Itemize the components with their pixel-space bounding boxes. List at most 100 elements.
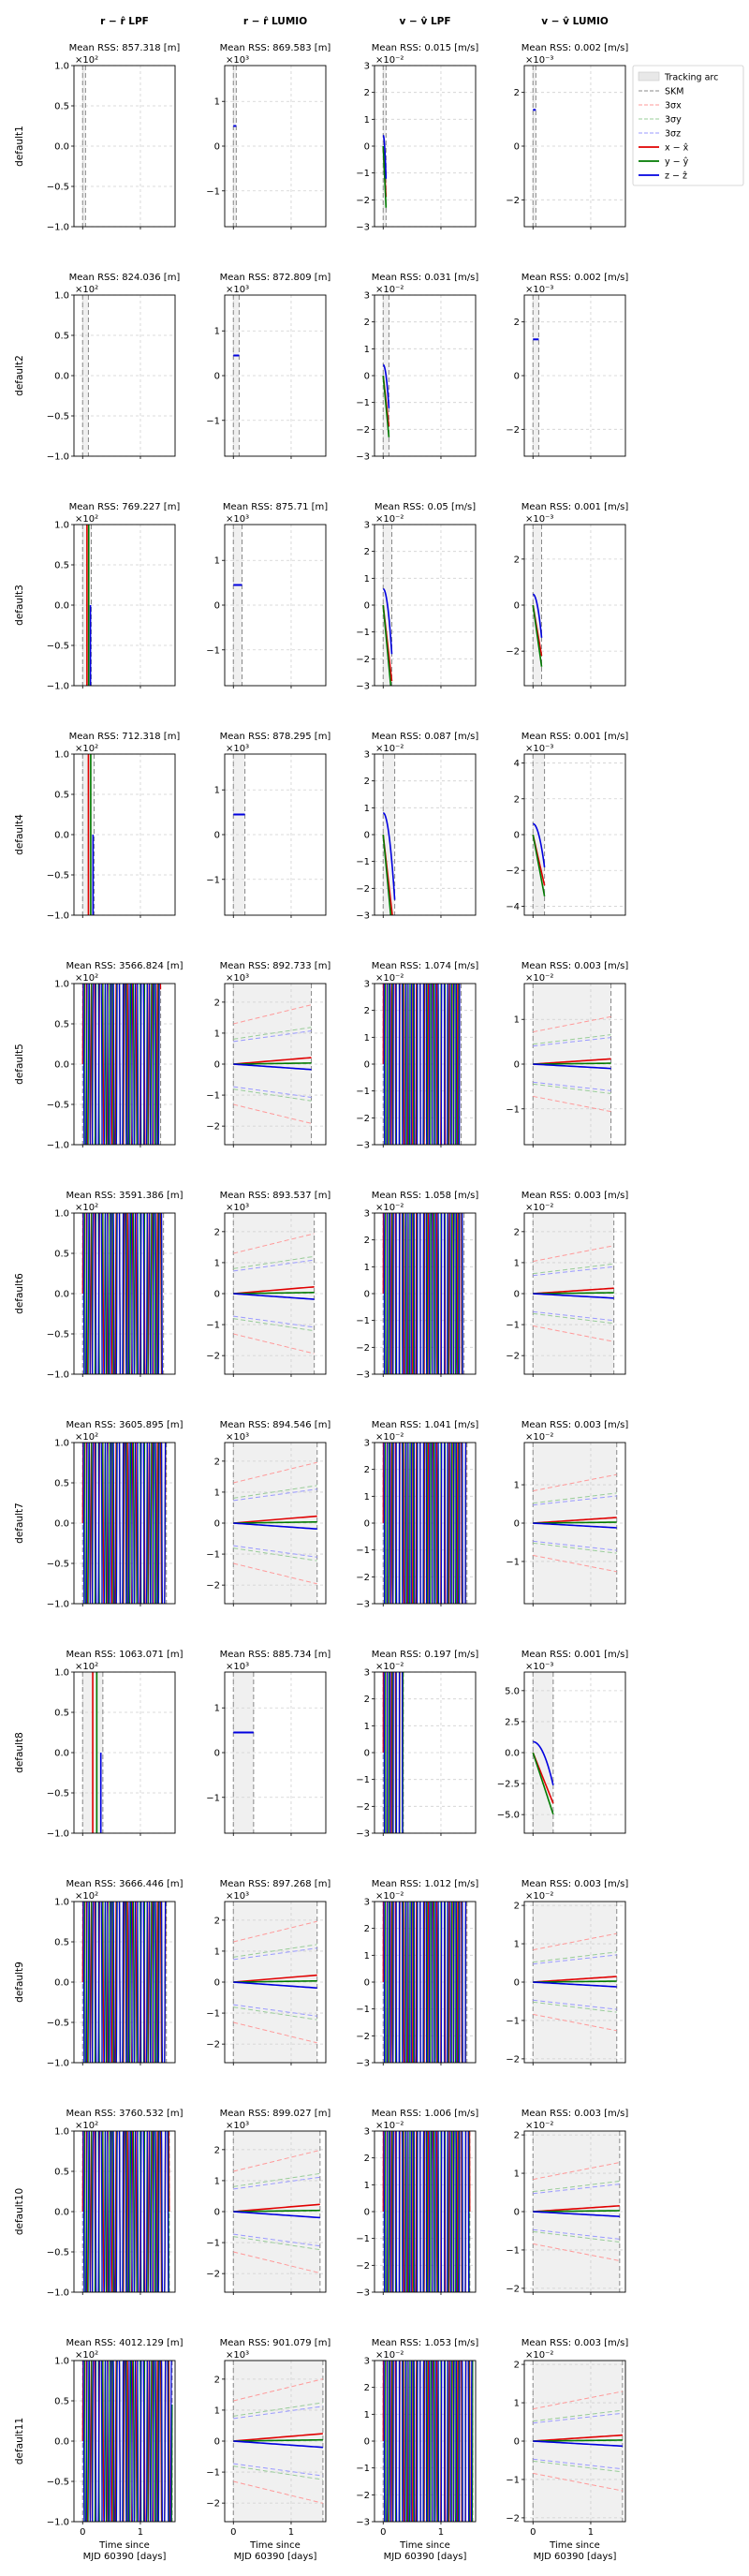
series-z [533,1740,554,1786]
axis-multiplier: ×10³ [226,514,249,525]
y-tick-label: 1.0 [54,750,69,761]
series-x [233,1974,317,1983]
panel-default4-col3: Mean RSS: 0.001 [m/s] ×10⁻³ 4 2 0 −2 −4 [506,732,628,918]
y-tick-label: 0 [514,2437,520,2448]
panel-default4-col1: Mean RSS: 878.295 [m] ×10³ 1 0 −1 [206,732,330,918]
y-tick-label: 1.0 [54,2357,69,2367]
y-tick-label: 1 [214,2406,220,2416]
panel-default1-col3: Mean RSS: 0.002 [m/s] ×10⁻³ 2 0 −2 [506,43,628,229]
series-z [233,1293,315,1300]
panel-title: Mean RSS: 869.583 [m] [220,43,331,53]
y-tick-label: −2 [356,655,370,665]
panel-series [81,2131,170,2292]
panel-series [532,822,546,896]
legend-label: 3σy [665,115,682,126]
panel-series [382,1672,404,1833]
y-tick-label: −2.5 [497,1780,520,1790]
panel-series [532,593,543,667]
y-tick-label: 2 [514,794,520,805]
y-tick-label: −3 [356,911,370,922]
tracking-arc-region [233,66,237,227]
series-z [382,134,388,179]
axis-multiplier: ×10⁻² [525,2350,553,2361]
x-axis-label: MJD 60390 [days] [384,2552,467,2562]
panel-frame [73,2360,176,2523]
y-tick-label: 1.0 [54,62,69,72]
sigma-envelope-lower [233,2006,317,2021]
panel-series [81,1443,167,1604]
axis-multiplier: ×10⁻² [375,2350,404,2361]
series-z [82,984,160,1145]
panel-frame [73,1212,176,1375]
y-tick-label: −1 [356,857,370,867]
panel-frame [374,294,477,457]
panel-series [382,812,396,915]
panel-title: Mean RSS: 769.227 [m] [69,502,181,512]
y-tick-label: −2 [356,2032,370,2042]
legend: Tracking arc SKM 3σx 3σy 3σz x − x̂ y − ŷ z − … [632,65,744,186]
axis-multiplier: ×10⁻³ [525,55,553,66]
y-tick-label: 1 [214,2176,220,2186]
y-tick-label: 2 [364,777,370,787]
y-tick-label: 0 [364,1519,370,1530]
panel-frame [374,753,477,916]
panel-title: Mean RSS: 0.05 [m/s] [374,502,476,512]
legend-label: y − ŷ [665,157,689,168]
series-y [233,1979,317,1983]
sigma-envelope-lower [233,2463,323,2477]
x-tick-label: 0 [530,2527,536,2538]
y-tick-label: 0 [514,372,520,382]
series-x [533,1517,617,1524]
panel-title: Mean RSS: 0.001 [m/s] [521,502,629,512]
axis-multiplier: ×10² [75,1203,98,1213]
y-tick-label: 3 [364,1209,370,1220]
y-tick-label: −1 [506,1104,520,1115]
y-tick-label: −2 [356,425,370,436]
sigma-envelope-upper [533,1266,614,1277]
y-tick-label: 0 [514,142,520,153]
x-tick-label: 0 [80,2527,85,2538]
sigma-envelope-upper [533,1951,617,1963]
y-tick-label: −2 [206,1122,220,1133]
axis-multiplier: ×10⁻² [375,744,404,754]
series-z [233,1522,317,1531]
y-tick-label: 1 [214,327,220,337]
y-tick-label: 2 [364,2154,370,2164]
series-z [82,2131,169,2292]
y-tick-label: −2 [506,196,520,206]
y-tick-label: −3 [356,2288,370,2299]
axis-multiplier: ×10⁻² [525,1891,553,1902]
panel-default8-col0: Mean RSS: 1063.071 [m] ×10² 1.0 0.5 0.0 −0.5 −… [14,1650,184,1840]
y-tick-label: −0.5 [47,2248,69,2258]
sigma-envelope-lower [233,2465,323,2480]
panel-default4-col0: Mean RSS: 712.318 [m] ×10² 1.0 0.5 0.0 −0.5 −1… [14,732,180,922]
panel-title: Mean RSS: 0.003 [m/s] [521,2338,629,2348]
y-tick-label: 0 [514,1978,520,1989]
series-x [233,2433,323,2442]
panel-frame [73,65,176,228]
sigma-envelope-lower [533,1312,614,1325]
panel-series [81,1902,167,2063]
panel-frame [224,1901,327,2064]
y-tick-label: −1 [506,2016,520,2026]
y-tick-label: −2 [506,2284,520,2294]
y-tick-label: −0.5 [47,871,69,881]
series-y [533,1980,617,1983]
y-tick-label: 2 [514,1227,520,1237]
series-x [81,2361,170,2522]
y-tick-label: −0.5 [47,1101,69,1111]
sigma-envelope-lower [233,1562,317,1585]
panel-default9-col2: Mean RSS: 1.012 [m/s] ×10⁻² 3 2 1 0 −1 −2 −3 [356,1879,478,2069]
y-tick-label: −3 [356,1141,370,1151]
y-tick-label: −1.0 [47,1600,69,1610]
y-tick-label: 1 [364,1492,370,1503]
panel-series [81,1213,163,1374]
y-tick-label: 2 [364,1236,370,1246]
y-tick-label: 1.0 [54,1668,69,1679]
sigma-envelope-lower [233,1088,312,1102]
panel-default7-col1: Mean RSS: 894.546 [m] ×10³ 2 1 0 −1 −2 [206,1420,330,1606]
axis-multiplier: ×10² [75,285,98,295]
panel-frame [224,753,327,916]
panel-default10-col3: Mean RSS: 0.003 [m/s] ×10⁻² 2 1 0 −1 −2 [506,2109,628,2295]
